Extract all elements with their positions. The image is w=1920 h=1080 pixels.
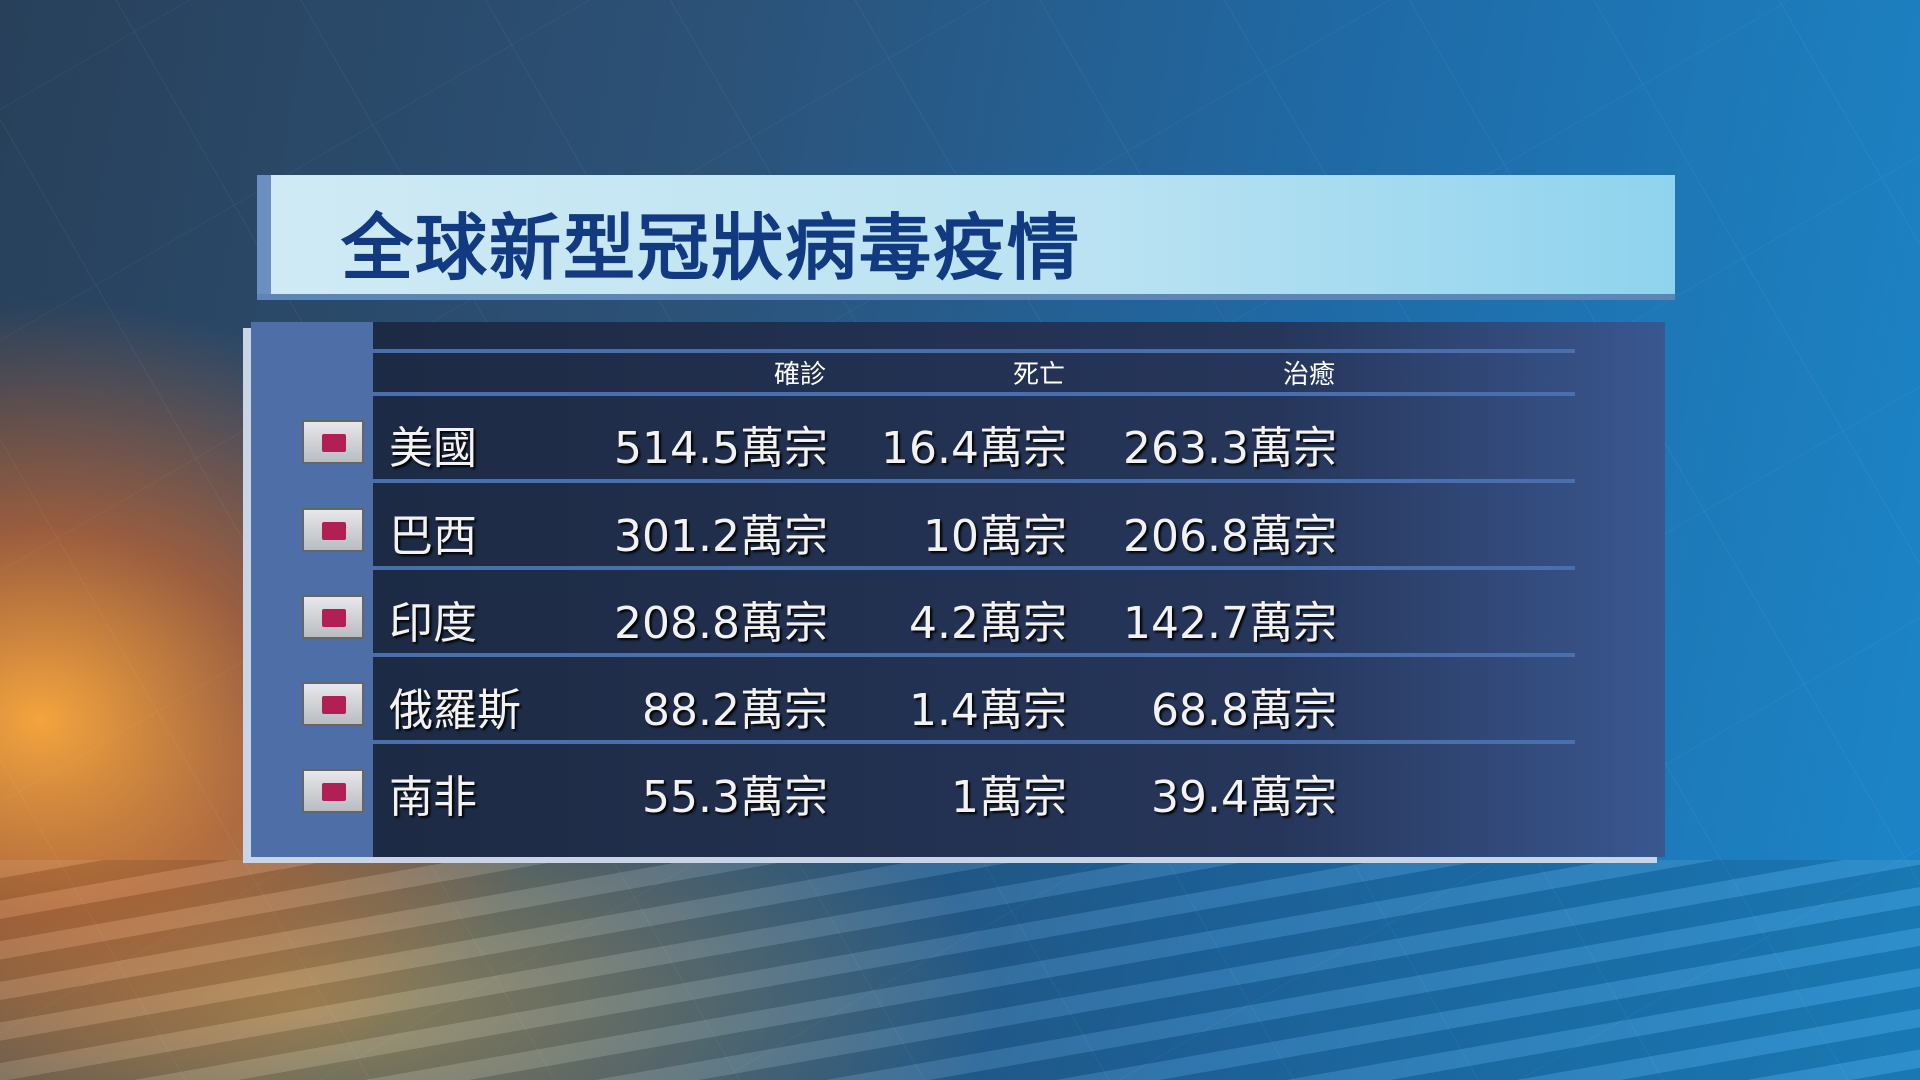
header-deaths: 死亡 bbox=[1012, 360, 1065, 390]
recovered-value: 39.4萬宗 bbox=[1151, 772, 1337, 823]
country-name: 巴西 bbox=[389, 511, 477, 562]
divider bbox=[373, 653, 1575, 657]
table-row: 巴西 301.2萬宗 10萬宗 206.8萬宗 bbox=[0, 486, 1665, 573]
flag-icon bbox=[302, 769, 364, 813]
deaths-value: 1.4萬宗 bbox=[909, 685, 1067, 736]
confirmed-value: 88.2萬宗 bbox=[642, 685, 828, 736]
deaths-value: 4.2萬宗 bbox=[909, 598, 1067, 649]
divider bbox=[373, 349, 1575, 353]
stats-table bbox=[251, 322, 1665, 857]
header-recovered: 治癒 bbox=[1282, 360, 1335, 390]
confirmed-value: 208.8萬宗 bbox=[614, 598, 828, 649]
recovered-value: 68.8萬宗 bbox=[1151, 685, 1337, 736]
divider bbox=[373, 566, 1575, 570]
table-row: 美國 514.5萬宗 16.4萬宗 263.3萬宗 bbox=[0, 398, 1665, 485]
flag-icon bbox=[302, 682, 364, 726]
deaths-value: 10萬宗 bbox=[923, 511, 1067, 562]
deaths-value: 16.4萬宗 bbox=[881, 423, 1067, 474]
header-confirmed: 確診 bbox=[773, 360, 826, 390]
country-name: 南非 bbox=[389, 772, 477, 823]
table-row: 俄羅斯 88.2萬宗 1.4萬宗 68.8萬宗 bbox=[0, 660, 1665, 747]
confirmed-value: 301.2萬宗 bbox=[614, 511, 828, 562]
table-row: 南非 55.3萬宗 1萬宗 39.4萬宗 bbox=[0, 747, 1665, 834]
flag-icon bbox=[302, 508, 364, 552]
title-banner: 全球新型冠狀病毒疫情 bbox=[257, 175, 1675, 294]
country-name: 印度 bbox=[389, 598, 477, 649]
flag-icon bbox=[302, 595, 364, 639]
divider bbox=[373, 479, 1575, 483]
table-row: 印度 208.8萬宗 4.2萬宗 142.7萬宗 bbox=[0, 573, 1665, 660]
confirmed-value: 55.3萬宗 bbox=[642, 772, 828, 823]
divider bbox=[373, 740, 1575, 744]
background-floor bbox=[0, 860, 1920, 1080]
deaths-value: 1萬宗 bbox=[951, 772, 1067, 823]
recovered-value: 142.7萬宗 bbox=[1123, 598, 1337, 649]
recovered-value: 263.3萬宗 bbox=[1123, 423, 1337, 474]
flag-icon bbox=[302, 420, 364, 464]
country-name: 俄羅斯 bbox=[389, 685, 521, 736]
divider bbox=[373, 392, 1575, 396]
recovered-value: 206.8萬宗 bbox=[1123, 511, 1337, 562]
country-name: 美國 bbox=[389, 423, 477, 474]
table-body bbox=[373, 322, 1665, 857]
confirmed-value: 514.5萬宗 bbox=[614, 423, 828, 474]
page-title: 全球新型冠狀病毒疫情 bbox=[341, 206, 1082, 290]
